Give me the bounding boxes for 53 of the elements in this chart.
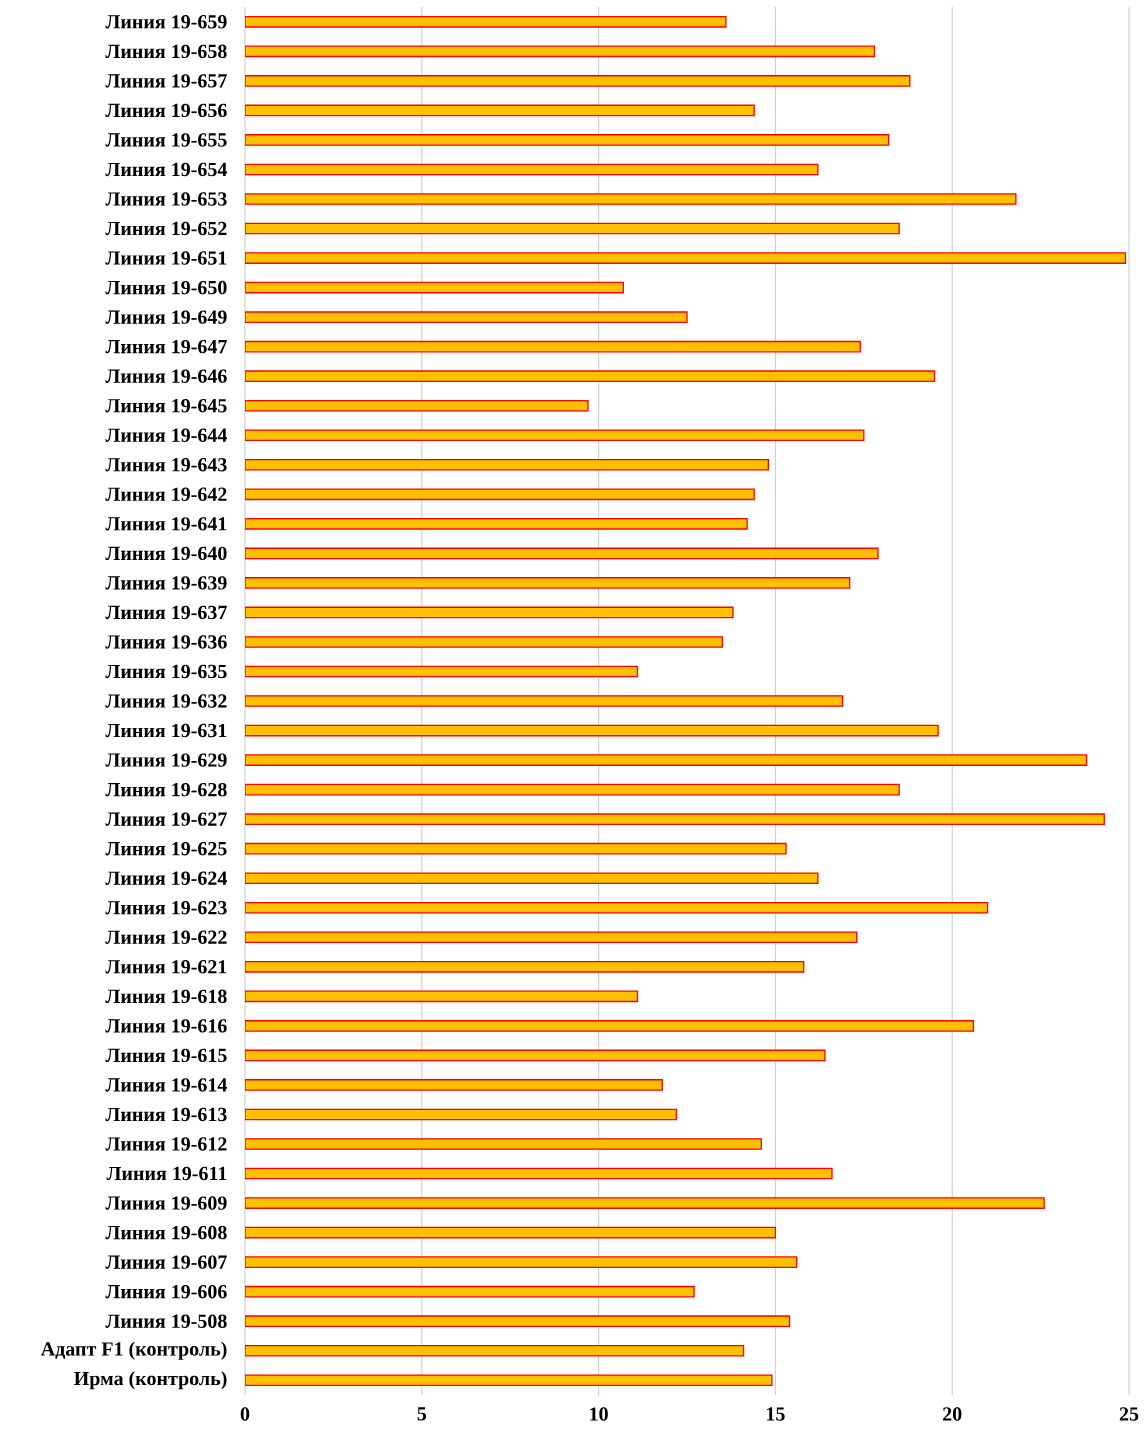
x-tick-label: 0 [240, 1407, 250, 1421]
y-tick-label: Линия 19-628 [105, 782, 227, 797]
y-tick-label: Линия 19-609 [105, 1196, 227, 1210]
y-tick-label: Линия 19-623 [105, 901, 227, 915]
y-tick-label: Линия 19-635 [105, 664, 227, 679]
y-tick-label: Линия 19-659 [105, 15, 227, 29]
y-tick-label: Линия 19-607 [105, 1255, 227, 1269]
y-tick-label: Линия 19-650 [105, 280, 227, 295]
y-tick-label: Линия 19-624 [105, 871, 227, 885]
y-tick-label: Линия 19-632 [105, 694, 227, 708]
y-tick-label: Ирма (контроль) [74, 1371, 227, 1390]
y-tick-label: Линия 19-616 [105, 1019, 227, 1033]
y-tick-label: Линия 19-606 [105, 1284, 227, 1299]
x-tick-label: 10 [590, 1407, 608, 1421]
y-tick-label: Линия 19-622 [105, 930, 227, 944]
y-tick-label: Линия 19-621 [105, 960, 227, 974]
x-tick-label: 20 [943, 1407, 962, 1421]
y-tick-label: Линия 19-611 [106, 1166, 227, 1181]
y-tick-label: Линия 19-629 [105, 753, 227, 767]
y-tick-label: Линия 19-642 [105, 487, 227, 502]
y-tick-label: Линия 19-637 [105, 605, 227, 620]
y-tick-label: Линия 19-656 [105, 103, 227, 118]
x-tick-label: 15 [767, 1407, 785, 1421]
y-tick-label: Линия 19-647 [105, 339, 227, 354]
y-tick-label: Линия 19-639 [105, 576, 227, 590]
x-tick-label: 5 [417, 1407, 427, 1421]
y-tick-label: Линия 19-654 [105, 162, 227, 177]
y-tick-label: Линия 19-643 [105, 458, 227, 472]
y-tick-label: Линия 19-625 [105, 841, 227, 856]
y-tick-label: Линия 19-615 [105, 1048, 227, 1063]
y-tick-label: Линия 19-652 [105, 221, 227, 236]
y-tick-label: Адапт F1 (контроль) [40, 1341, 227, 1360]
y-tick-label: Линия 19-655 [105, 133, 227, 147]
y-tick-label: Линия 19-641 [105, 517, 227, 531]
y-tick-label: Линия 19-645 [105, 399, 227, 413]
y-tick-label: Линия 19-649 [105, 310, 227, 324]
y-tick-label: Линия 19-614 [105, 1078, 227, 1092]
y-tick-label: Линия 19-613 [105, 1107, 227, 1122]
y-tick-label: Линия 19-640 [105, 546, 227, 561]
y-tick-label: Линия 19-612 [105, 1137, 227, 1151]
y-tick-label: Линия 19-636 [105, 635, 227, 649]
y-tick-label: Линия 19-644 [105, 428, 227, 442]
y-tick-label: Линия 19-618 [105, 989, 227, 1004]
y-tick-label: Линия 19-657 [105, 74, 227, 88]
y-tick-label: Линия 19-651 [105, 251, 227, 265]
y-tick-label: Линия 19-608 [105, 1225, 227, 1240]
y-tick-label: Линия 19-631 [105, 723, 227, 738]
y-tick-label: Линия 19-646 [105, 369, 227, 383]
y-tick-label: Линия 19-653 [105, 192, 227, 206]
x-tick-label: 25 [1119, 1407, 1139, 1421]
y-tick-label: Линия 19-658 [105, 44, 227, 59]
y-tick-label: Линия 19-508 [105, 1314, 227, 1328]
y-tick-label: Линия 19-627 [105, 812, 227, 826]
